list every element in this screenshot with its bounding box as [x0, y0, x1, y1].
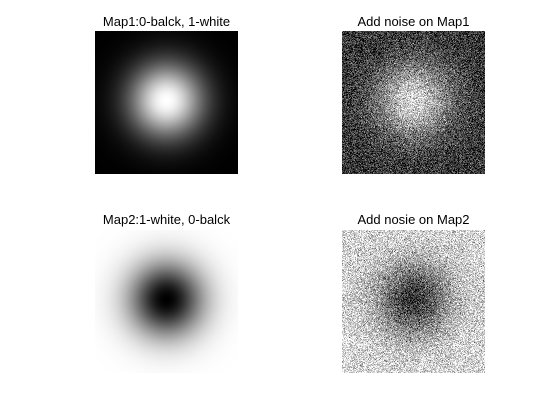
noisy-map2-image	[342, 230, 485, 373]
panel-title-noisy-map1: Add noise on Map1	[357, 14, 470, 29]
noisy-map1-image	[342, 31, 485, 174]
panel-title-map2: Map2:1-white, 0-balck	[102, 212, 231, 227]
panel-title-noisy-map2: Add nosie on Map2	[357, 212, 470, 227]
map2-image	[95, 230, 238, 373]
map1-image	[95, 31, 238, 174]
panel-title-map1: Map1:0-balck, 1-white	[102, 14, 231, 29]
